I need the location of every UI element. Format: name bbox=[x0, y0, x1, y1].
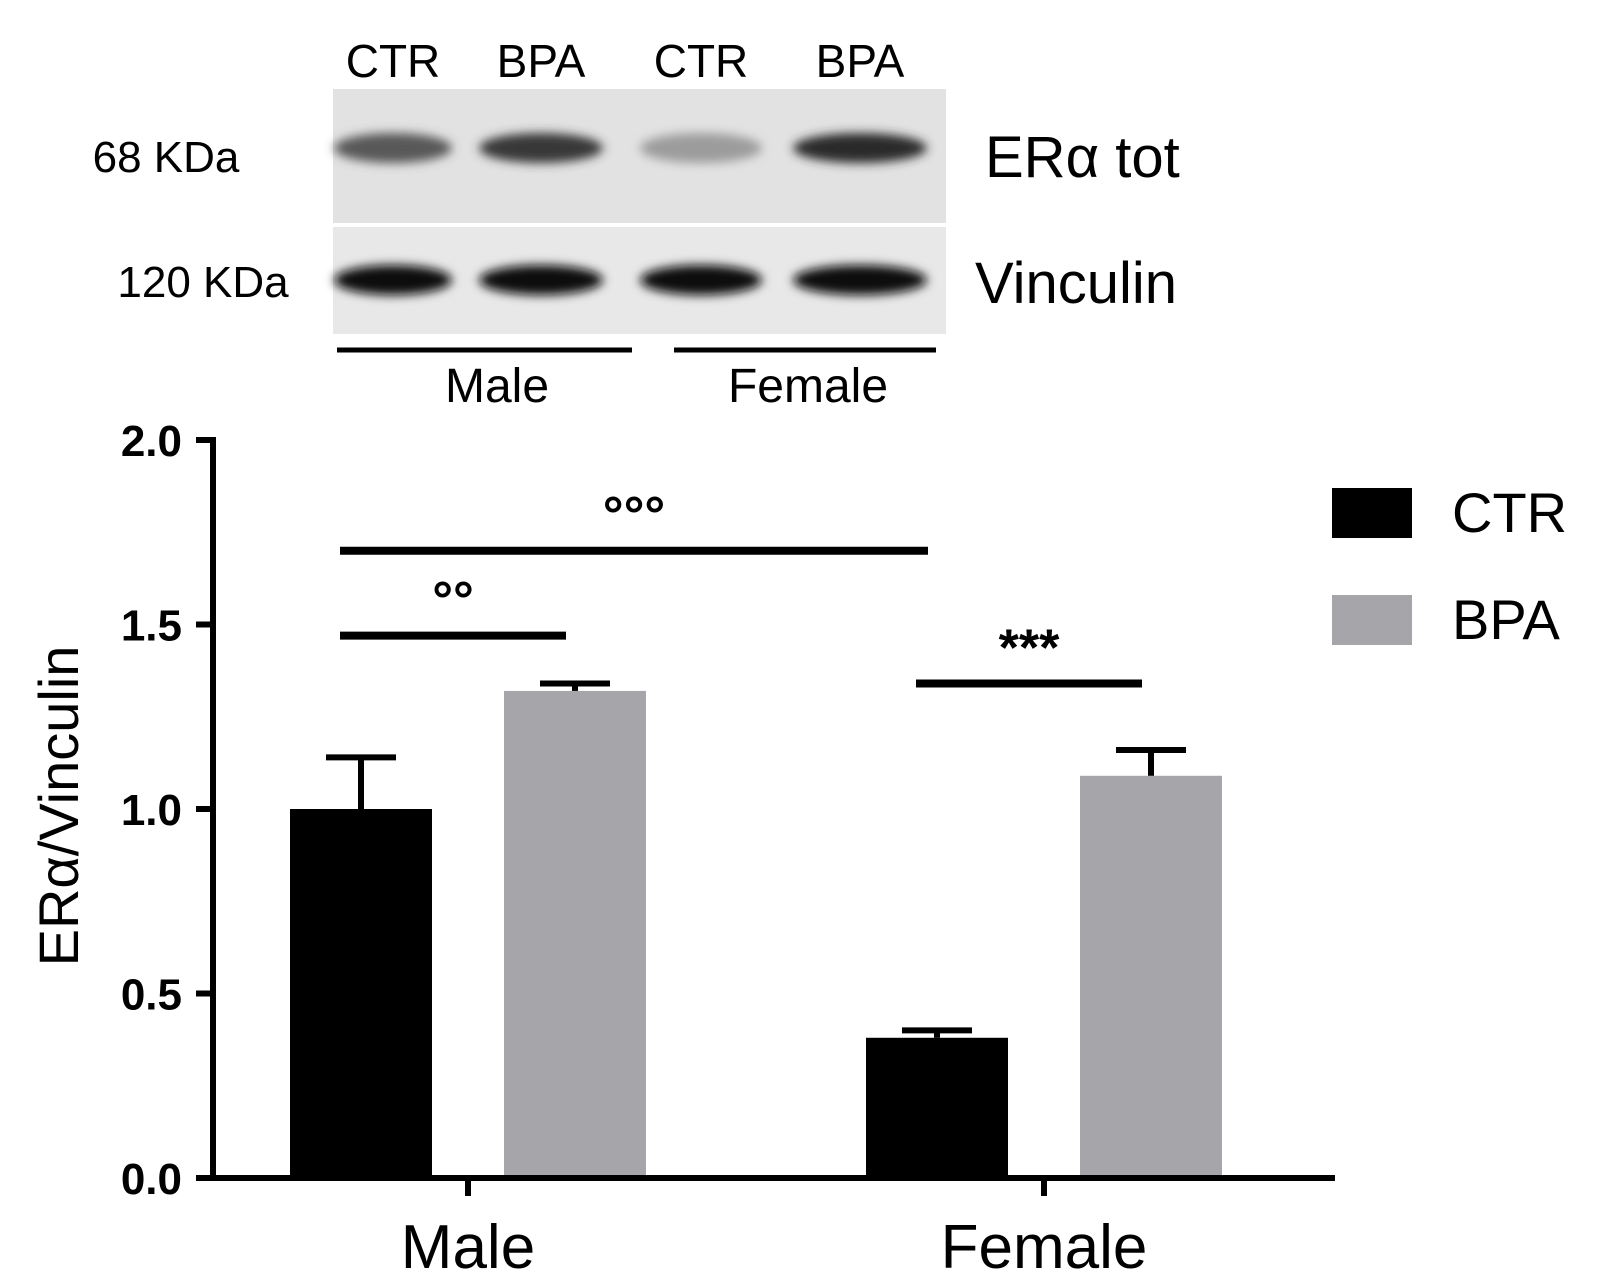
legend-swatch-bpa bbox=[1332, 595, 1412, 645]
kda-label-er: 68 KDa bbox=[93, 133, 240, 182]
vinculin-band-1 bbox=[334, 265, 452, 295]
lane-label-bpa-female: BPA bbox=[816, 35, 905, 87]
y-tick-label: 1.0 bbox=[121, 786, 182, 835]
significance-label: *** bbox=[999, 620, 1060, 678]
protein-label-vinculin: Vinculin bbox=[975, 251, 1177, 316]
bar-chart: 0.00.51.01.52.0 Male Female ERα/Vinculin … bbox=[27, 417, 1567, 1282]
er-band-1 bbox=[334, 133, 452, 163]
significance-label: °° bbox=[432, 572, 474, 630]
bar-ctr-male bbox=[290, 809, 432, 1178]
vinculin-band-3 bbox=[640, 265, 762, 295]
bar-bpa-female bbox=[1080, 775, 1222, 1178]
y-tick-label: 0.5 bbox=[121, 971, 182, 1020]
vinculin-bands bbox=[334, 265, 927, 295]
bar-ctr-female bbox=[866, 1037, 1008, 1178]
er-band-4 bbox=[793, 133, 927, 163]
er-bands bbox=[334, 133, 927, 163]
bars bbox=[290, 690, 1222, 1178]
lane-label-ctr-female: CTR bbox=[654, 35, 749, 87]
blot-group-label-female: Female bbox=[728, 360, 888, 413]
vinculin-band-4 bbox=[793, 265, 927, 295]
bar-bpa-male bbox=[504, 690, 646, 1178]
error-bars bbox=[326, 680, 1186, 1038]
legend-label-ctr: CTR bbox=[1452, 481, 1567, 544]
kda-label-vinculin: 120 KDa bbox=[117, 258, 289, 307]
er-band-2 bbox=[479, 133, 603, 163]
y-tick-label: 1.5 bbox=[121, 602, 182, 651]
y-tick-label: 2.0 bbox=[121, 417, 182, 466]
x-tick-label-female: Female bbox=[941, 1213, 1148, 1282]
er-band-3 bbox=[640, 133, 762, 163]
significance-label: °°° bbox=[603, 487, 665, 545]
blot-group-label-male: Male bbox=[445, 360, 549, 413]
x-ticks: Male Female bbox=[401, 1178, 1148, 1282]
lane-label-bpa-male: BPA bbox=[497, 35, 586, 87]
protein-label-er: ERα tot bbox=[985, 125, 1180, 190]
x-tick-label-male: Male bbox=[401, 1213, 535, 1282]
legend-swatch-ctr bbox=[1332, 488, 1412, 538]
y-axis-label: ERα/Vinculin bbox=[27, 646, 90, 967]
legend: CTR BPA bbox=[1332, 481, 1567, 651]
y-tick-label: 0.0 bbox=[121, 1155, 182, 1204]
lane-label-ctr-male: CTR bbox=[346, 35, 441, 87]
legend-label-bpa: BPA bbox=[1452, 588, 1561, 651]
vinculin-band-2 bbox=[479, 265, 603, 295]
significance-annotations: °°°°°*** bbox=[340, 487, 1142, 688]
y-ticks: 0.0 0.5 1.0 1.5 2.0 bbox=[121, 417, 213, 1204]
western-blot: CTR BPA CTR BPA 68 KDa 120 KDa ERα tot V… bbox=[93, 35, 1180, 413]
